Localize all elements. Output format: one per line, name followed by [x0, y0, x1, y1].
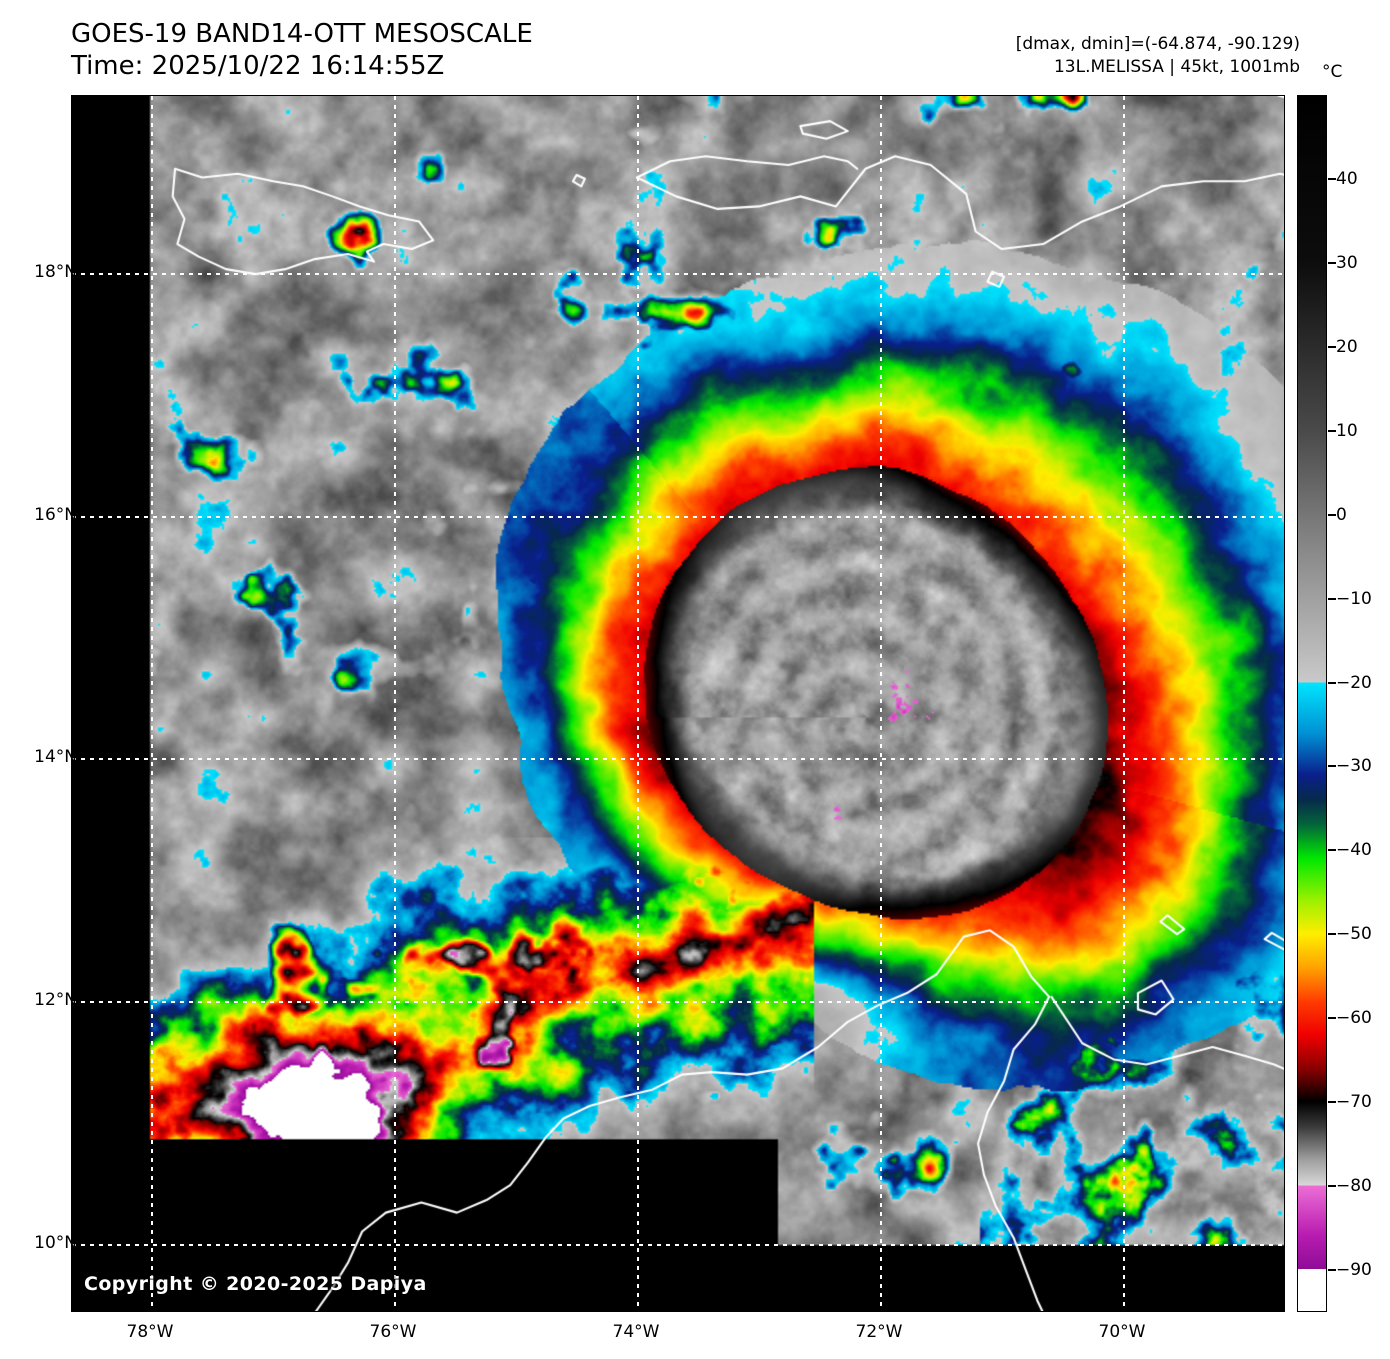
- colorbar-tick-mark: [1328, 849, 1336, 852]
- x-axis-tick-label: 70°W: [1098, 1322, 1146, 1342]
- x-axis-tick-label: 74°W: [612, 1322, 660, 1342]
- copyright-label: Copyright © 2020-2025 Dapiya: [84, 1273, 427, 1295]
- colorbar-tick-mark: [1328, 261, 1336, 264]
- y-axis-tick-label: 12°N: [34, 990, 77, 1010]
- x-axis-tick-label: 78°W: [126, 1322, 174, 1342]
- y-axis-tick-label: 18°N: [34, 262, 77, 282]
- page-title: GOES-19 BAND14-OTT MESOSCALE: [71, 19, 533, 49]
- timestamp-label: Time: 2025/10/22 16:14:55Z: [71, 51, 445, 81]
- colorbar-tick-label: 40: [1336, 168, 1358, 189]
- header-meta-block: [dmax, dmin]=(-64.874, -90.129) 13L.MELI…: [1016, 33, 1300, 79]
- colorbar-tick-label: −90: [1336, 1260, 1372, 1281]
- colorbar-tick-mark: [1328, 681, 1336, 684]
- colorbar-tick-label: 20: [1336, 336, 1358, 357]
- y-axis-tick-label: 10°N: [34, 1233, 77, 1253]
- storm-info-label: 13L.MELISSA | 45kt, 1001mb: [1053, 57, 1300, 77]
- colorbar-tick-label: −80: [1336, 1176, 1372, 1197]
- colorbar-tick-label: 30: [1336, 252, 1358, 273]
- dmax-dmin-label: [dmax, dmin]=(-64.874, -90.129): [1015, 34, 1300, 54]
- colorbar-tick-mark: [1328, 1017, 1336, 1020]
- colorbar-tick-label: −30: [1336, 756, 1372, 777]
- colorbar-tick-mark: [1328, 765, 1336, 768]
- x-axis-tick-label: 76°W: [369, 1322, 417, 1342]
- coastline-overlay: [72, 96, 1284, 1311]
- y-axis-tick-label: 14°N: [34, 747, 77, 767]
- colorbar-gradient: [1298, 96, 1326, 1311]
- colorbar-tick-label: −70: [1336, 1092, 1372, 1113]
- colorbar-tick-label: −20: [1336, 672, 1372, 693]
- colorbar-tick-mark: [1328, 429, 1336, 432]
- colorbar-tick-label: 0: [1336, 504, 1347, 525]
- colorbar-tick-mark: [1328, 345, 1336, 348]
- colorbar-units-label: °C: [1322, 62, 1343, 82]
- colorbar-tick-label: −60: [1336, 1008, 1372, 1029]
- colorbar-tick-mark: [1328, 1101, 1336, 1104]
- colorbar-tick-label: −50: [1336, 924, 1372, 945]
- colorbar-tick-mark: [1328, 1269, 1336, 1272]
- colorbar-tick-label: −10: [1336, 588, 1372, 609]
- colorbar-tick-mark: [1328, 933, 1336, 936]
- colorbar-tick-mark: [1328, 1185, 1336, 1188]
- colorbar-tick-label: 10: [1336, 420, 1358, 441]
- header-title-block: GOES-19 BAND14-OTT MESOSCALE Time: 2025/…: [71, 18, 533, 82]
- colorbar-tick-label: −40: [1336, 840, 1372, 861]
- satellite-image-panel[interactable]: Copyright © 2020-2025 Dapiya: [71, 95, 1285, 1312]
- colorbar-tick-mark: [1328, 513, 1336, 516]
- x-axis-tick-label: 72°W: [855, 1322, 903, 1342]
- colorbar-tick-mark: [1328, 597, 1336, 600]
- y-axis-tick-label: 16°N: [34, 505, 77, 525]
- colorbar-tick-mark: [1328, 177, 1336, 180]
- temperature-colorbar[interactable]: [1297, 95, 1327, 1312]
